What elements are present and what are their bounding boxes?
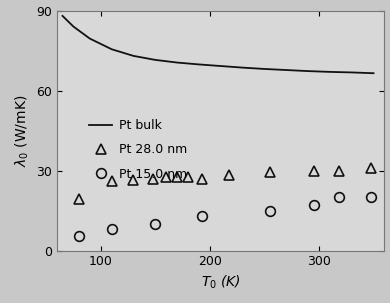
Pt 28.0 nm xyxy=(76,197,81,200)
Y-axis label: $\lambda_0$ (W/mK): $\lambda_0$ (W/mK) xyxy=(13,94,31,167)
Pt 28.0 nm xyxy=(186,175,190,179)
Pt bulk xyxy=(60,14,65,18)
Pt 15.0 nm xyxy=(369,195,374,199)
Pt 15.0 nm xyxy=(153,222,158,226)
Pt bulk xyxy=(328,70,332,74)
Pt bulk xyxy=(131,54,136,58)
Pt 28.0 nm xyxy=(131,178,136,182)
Pt 15.0 nm xyxy=(109,228,114,231)
Pt bulk xyxy=(71,25,76,28)
Pt bulk xyxy=(240,66,245,69)
Pt 28.0 nm xyxy=(268,170,272,174)
Pt 28.0 nm xyxy=(151,177,156,180)
Pt 28.0 nm xyxy=(227,173,232,176)
Pt 28.0 nm xyxy=(369,166,374,170)
Pt bulk xyxy=(284,68,289,72)
Pt 15.0 nm xyxy=(336,195,341,199)
Pt bulk xyxy=(153,58,158,62)
Pt 28.0 nm xyxy=(336,169,341,172)
Legend: Pt bulk, Pt 28.0 nm, Pt 15.0 nm: Pt bulk, Pt 28.0 nm, Pt 15.0 nm xyxy=(89,119,188,181)
Pt bulk xyxy=(175,61,179,64)
Pt 28.0 nm xyxy=(175,175,179,179)
Pt 15.0 nm xyxy=(311,203,316,207)
Pt 15.0 nm xyxy=(200,214,204,218)
Pt bulk xyxy=(87,37,92,40)
Pt bulk xyxy=(262,67,267,71)
Line: Pt bulk: Pt bulk xyxy=(62,16,374,73)
Pt bulk xyxy=(371,72,376,75)
Pt 28.0 nm xyxy=(164,175,168,179)
Line: Pt 28.0 nm: Pt 28.0 nm xyxy=(74,163,376,203)
Pt 15.0 nm xyxy=(76,234,81,238)
Pt bulk xyxy=(349,71,354,74)
Pt 28.0 nm xyxy=(311,169,316,172)
Pt bulk xyxy=(218,64,223,68)
Line: Pt 15.0 nm: Pt 15.0 nm xyxy=(74,192,376,241)
X-axis label: $T_0$ (K): $T_0$ (K) xyxy=(201,274,241,291)
Pt 15.0 nm xyxy=(268,209,272,212)
Pt 28.0 nm xyxy=(109,179,114,183)
Pt bulk xyxy=(306,69,310,73)
Pt bulk xyxy=(109,47,114,51)
Pt 28.0 nm xyxy=(200,177,204,180)
Pt bulk xyxy=(197,63,201,66)
